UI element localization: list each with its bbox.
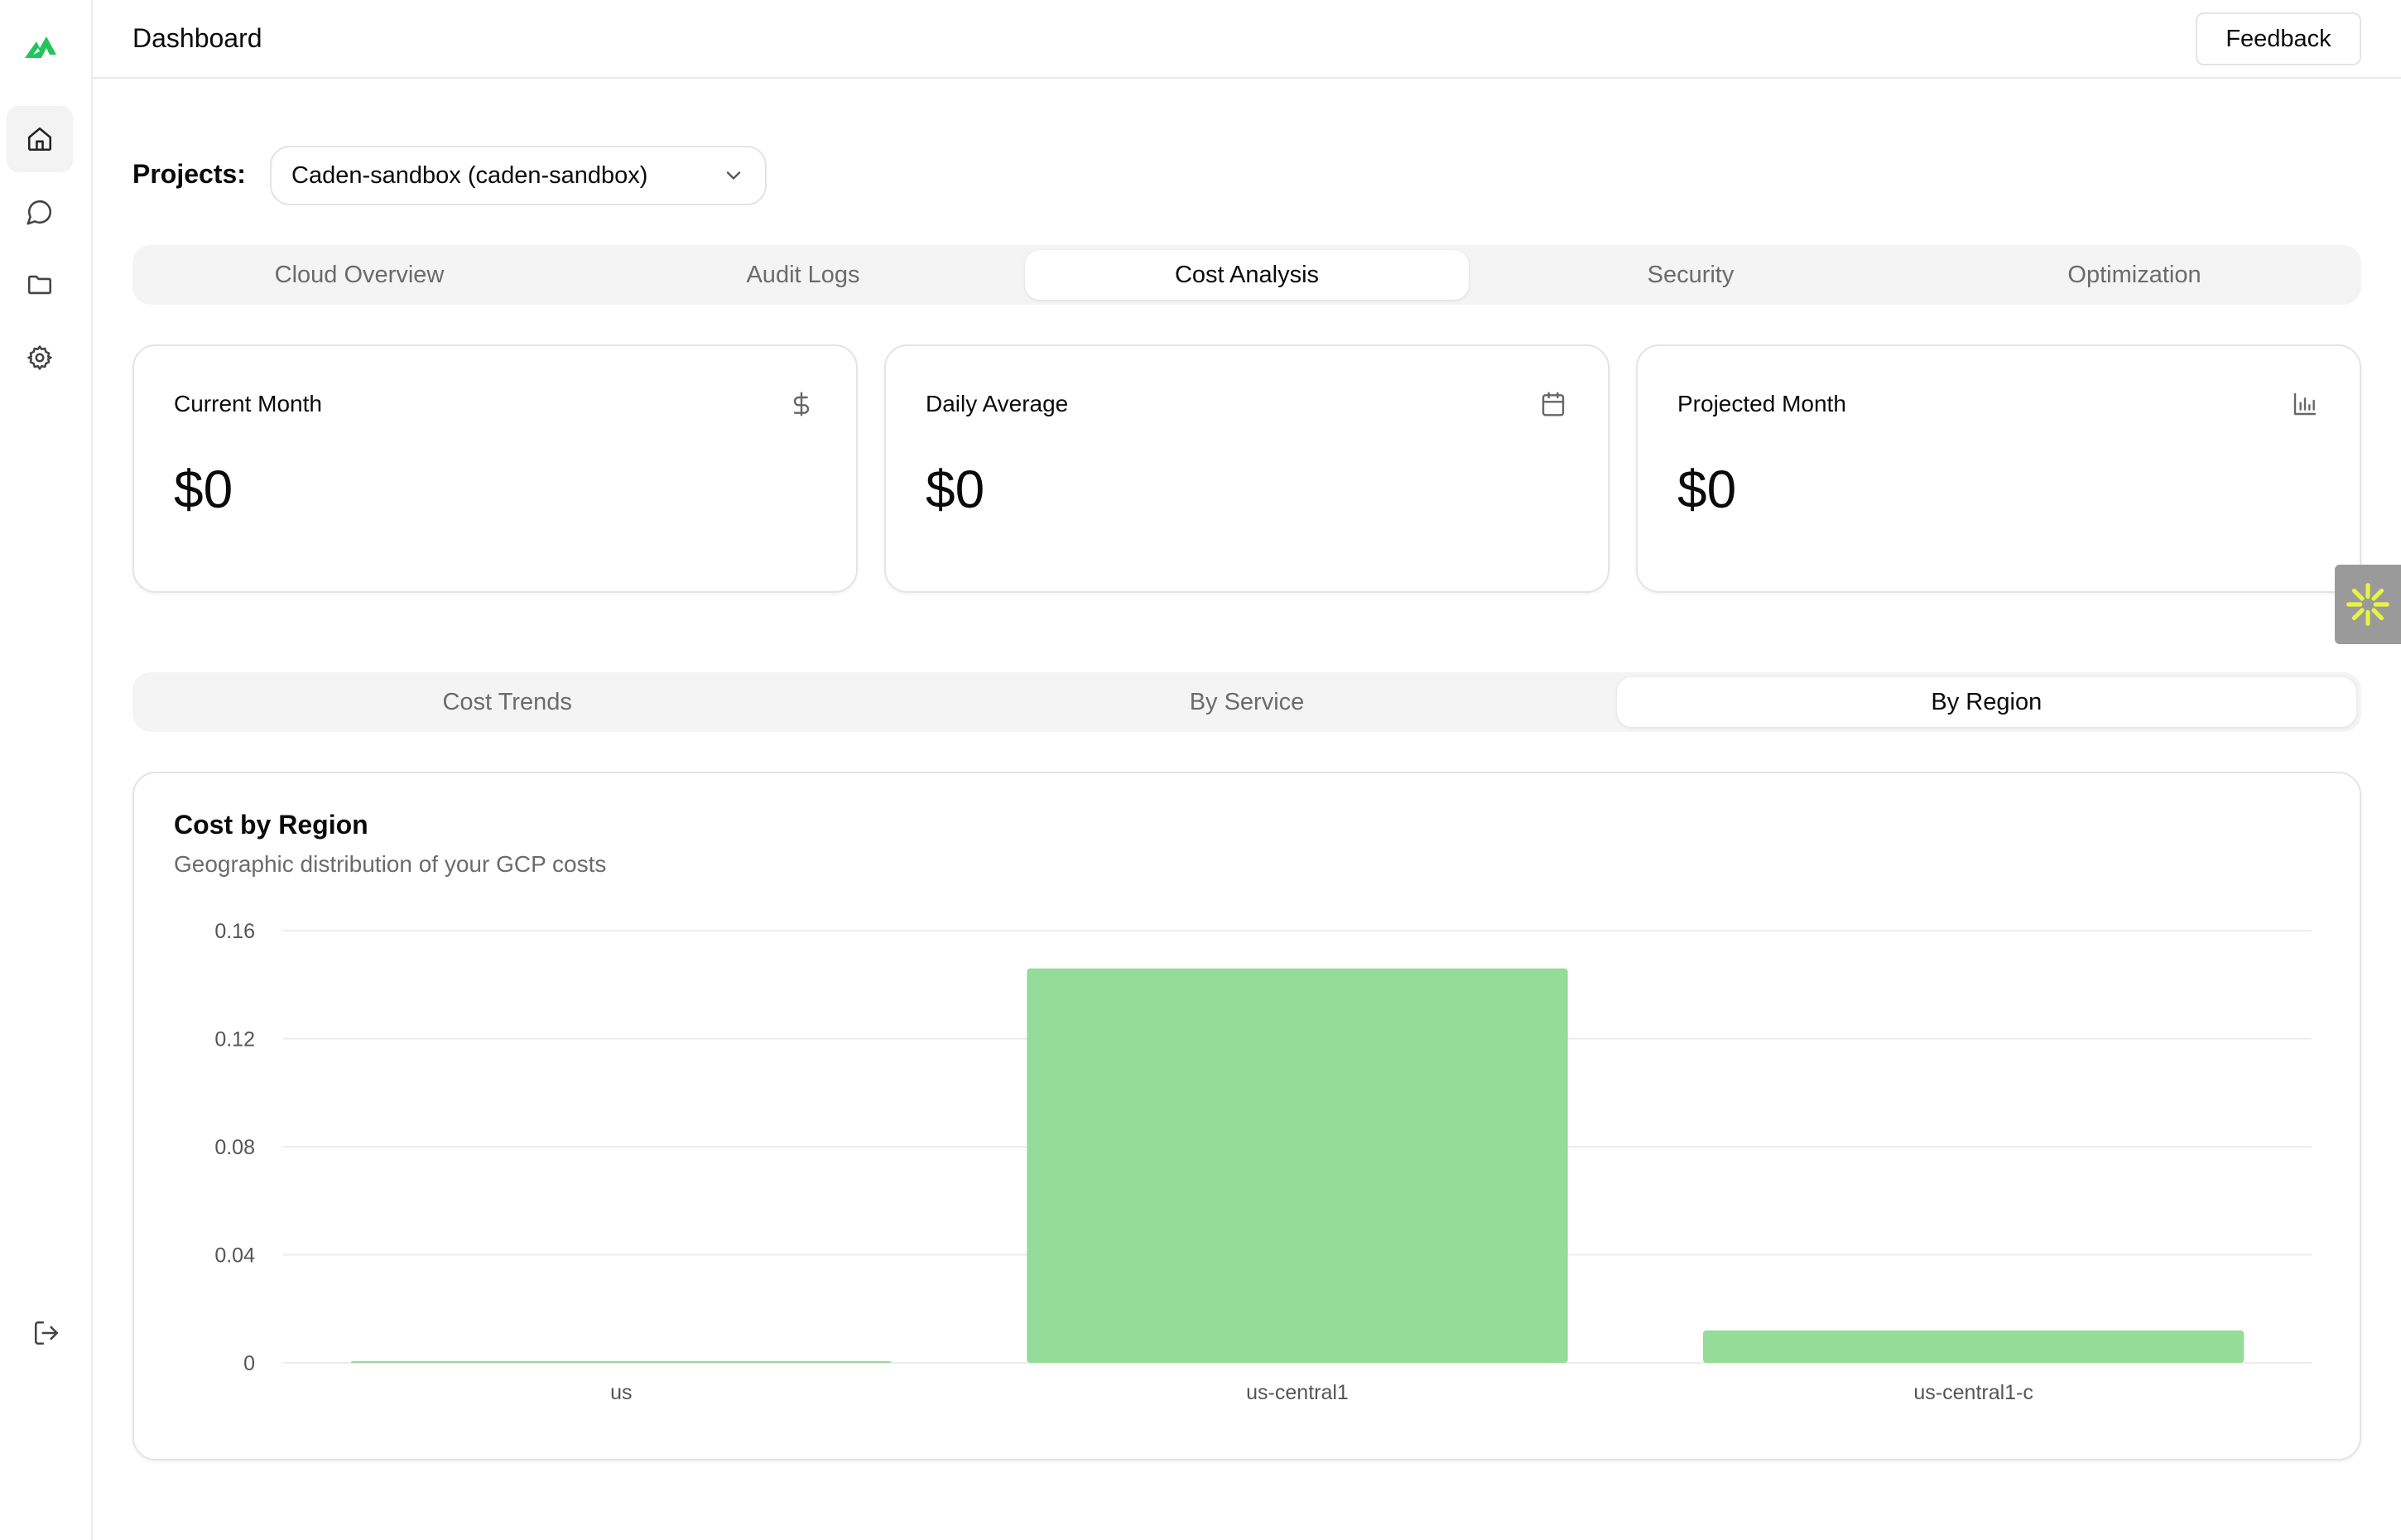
stat-card-projected-month: Projected Month $0 bbox=[1636, 344, 2361, 593]
sidebar-item-chat[interactable] bbox=[7, 179, 73, 245]
chat-icon bbox=[26, 200, 52, 225]
cost-sub-tabs: Cost Trends By Service By Region bbox=[132, 672, 2361, 732]
tab-cost-analysis[interactable]: Cost Analysis bbox=[1025, 250, 1469, 300]
bar-us bbox=[350, 1361, 893, 1363]
chevron-down-icon bbox=[726, 171, 741, 180]
sidebar-item-folder[interactable] bbox=[7, 252, 73, 318]
cost-by-region-card: Cost by Region Geographic distribution o… bbox=[132, 772, 2361, 1461]
x-tick-label: us-central1-c bbox=[1913, 1381, 2033, 1404]
chart-subtitle: Geographic distribution of your GCP cost… bbox=[174, 851, 607, 877]
y-tick-label: 0.08 bbox=[214, 1136, 255, 1159]
x-tick-label: us-central1 bbox=[1246, 1381, 1349, 1404]
logout-icon bbox=[34, 1321, 59, 1345]
gear-icon bbox=[27, 345, 52, 370]
top-header: Dashboard Feedback bbox=[93, 0, 2401, 79]
home-icon bbox=[27, 127, 52, 152]
folder-icon bbox=[27, 275, 52, 295]
logout-button[interactable] bbox=[13, 1300, 79, 1366]
stat-value: $0 bbox=[1677, 460, 1737, 519]
stat-value: $0 bbox=[174, 460, 233, 519]
chart-title: Cost by Region bbox=[174, 810, 368, 840]
bar-chart-icon bbox=[2293, 392, 2317, 416]
sidebar-item-settings[interactable] bbox=[7, 325, 73, 391]
projects-label: Projects: bbox=[132, 159, 246, 189]
stat-value: $0 bbox=[926, 460, 985, 519]
assistant-widget[interactable] bbox=[2335, 565, 2401, 644]
stat-label: Projected Month bbox=[1677, 391, 1846, 416]
calendar-icon bbox=[1542, 392, 1565, 416]
sidebar-item-home[interactable] bbox=[7, 106, 73, 172]
sparkle-icon bbox=[2346, 583, 2389, 626]
dollar-icon bbox=[793, 392, 810, 416]
sidebar bbox=[0, 0, 93, 1540]
stat-card-daily-average: Daily Average $0 bbox=[884, 344, 1609, 593]
project-select[interactable]: Caden-sandbox (caden-sandbox) bbox=[270, 146, 767, 205]
stat-card-current-month: Current Month $0 bbox=[132, 344, 858, 593]
tab-security[interactable]: Security bbox=[1647, 261, 1735, 288]
stat-label: Current Month bbox=[174, 391, 322, 416]
bar-us-central1 bbox=[1027, 968, 1568, 1363]
tab-audit-logs[interactable]: Audit Logs bbox=[746, 261, 860, 288]
y-tick-label: 0 bbox=[243, 1352, 255, 1375]
y-tick-label: 0.12 bbox=[214, 1028, 255, 1052]
y-tick-label: 0.16 bbox=[214, 920, 255, 943]
project-select-value: Caden-sandbox (caden-sandbox) bbox=[291, 161, 648, 189]
tab-by-service[interactable]: By Service bbox=[1189, 688, 1305, 715]
tab-cost-trends[interactable]: Cost Trends bbox=[442, 688, 572, 715]
brand-logo[interactable] bbox=[22, 30, 60, 63]
x-tick-label: us bbox=[610, 1381, 632, 1404]
main-tabs: Cloud Overview Audit Logs Cost Analysis … bbox=[132, 245, 2361, 305]
feedback-button[interactable]: Feedback bbox=[2196, 12, 2361, 65]
page-title: Dashboard bbox=[132, 23, 262, 53]
tab-by-region[interactable]: By Region bbox=[1616, 677, 2356, 727]
y-tick-label: 0.04 bbox=[214, 1244, 255, 1268]
bar-us-central1-c bbox=[1703, 1330, 2245, 1363]
stat-label: Daily Average bbox=[926, 391, 1069, 416]
tab-optimization[interactable]: Optimization bbox=[2067, 261, 2201, 288]
tab-cloud-overview[interactable]: Cloud Overview bbox=[274, 261, 445, 288]
region-bar-chart: 0 0.04 0.08 0.12 0.16 us us-central1 us-central… bbox=[214, 920, 2312, 1404]
